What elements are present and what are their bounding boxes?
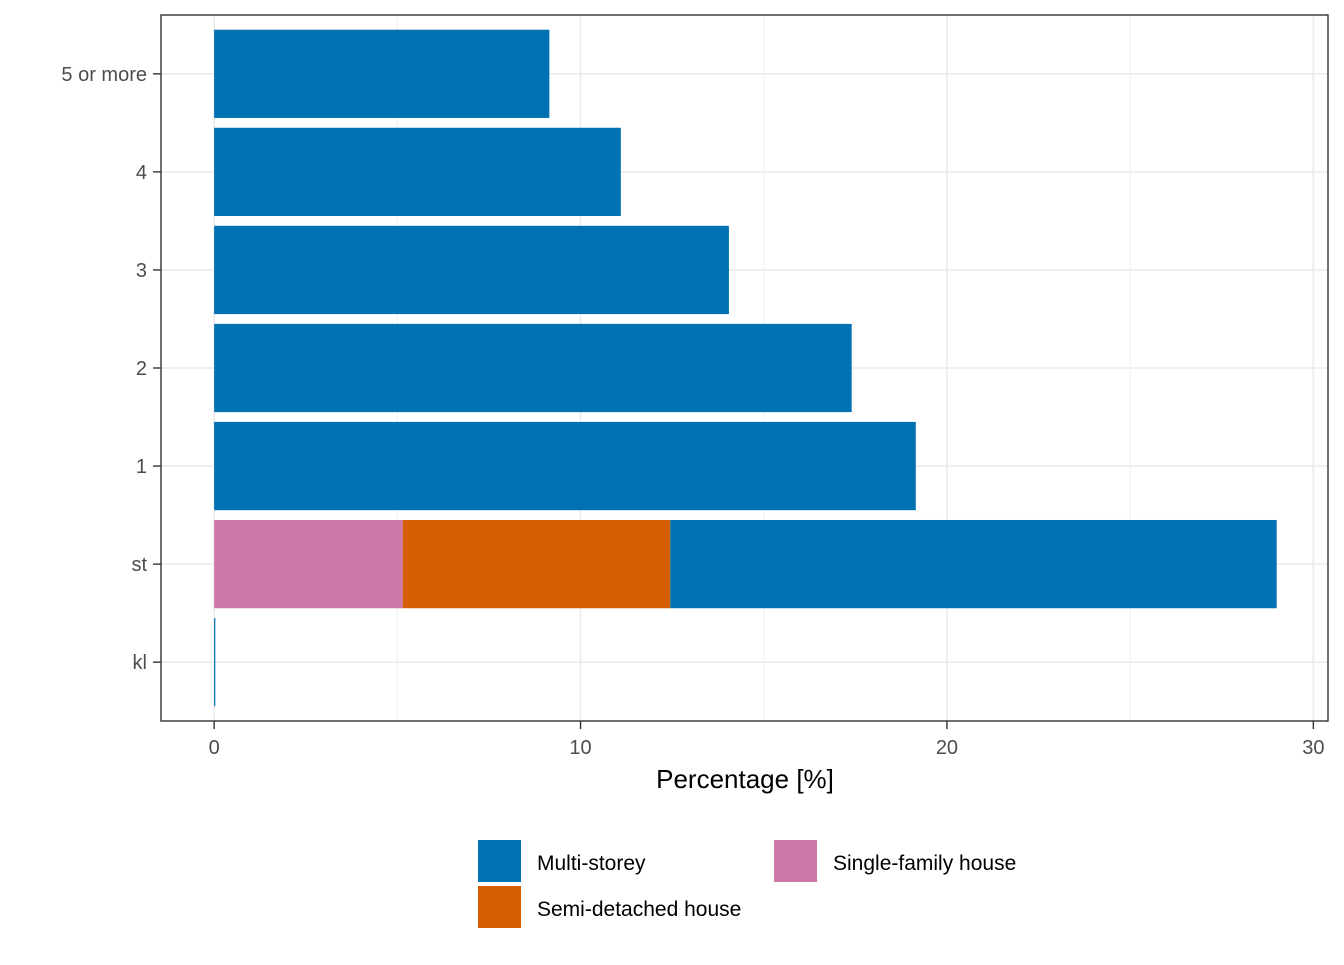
- legend-label-single-family-house: Single-family house: [833, 852, 1016, 875]
- y-tick-label: 4: [136, 162, 147, 184]
- y-tick-label: 1: [136, 456, 147, 478]
- legend: Multi-storey Single-family house Semi-deta…: [478, 840, 1016, 928]
- x-tick-label: 10: [569, 737, 591, 759]
- bars: [214, 29, 1277, 707]
- legend-swatch-semi-detached-house: [478, 886, 521, 928]
- y-tick-label: 3: [136, 260, 147, 282]
- legend-swatch-multi-storey: [478, 840, 521, 882]
- bar-5-or-more-multi-storey: [214, 29, 550, 118]
- y-axis: kl st 1 2 3 4 5 or more: [61, 64, 161, 674]
- y-tick-label: st: [131, 554, 147, 576]
- legend-label-multi-storey: Multi-storey: [537, 852, 646, 875]
- y-tick-label: 2: [136, 358, 147, 380]
- legend-label-semi-detached-house: Semi-detached house: [537, 898, 741, 921]
- legend-swatch-single-family-house: [774, 840, 817, 882]
- x-tick-label: 20: [936, 737, 958, 759]
- bar-3-multi-storey: [214, 225, 729, 315]
- bar-st-multi-storey: [670, 519, 1277, 609]
- y-tick-label: 5 or more: [61, 64, 147, 86]
- x-tick-label: 30: [1302, 737, 1324, 759]
- bar-kl-multi-storey: [214, 618, 216, 707]
- y-tick-label: kl: [133, 652, 147, 674]
- bar-st-semi-detached-house: [402, 519, 671, 609]
- x-tick-label: 0: [209, 737, 220, 759]
- x-axis-title: Percentage [%]: [656, 764, 834, 794]
- bar-1-multi-storey: [214, 421, 916, 511]
- bar-2-multi-storey: [214, 323, 852, 413]
- bar-st-single-family-house: [214, 519, 403, 609]
- bar-4-multi-storey: [214, 127, 621, 217]
- x-axis: 0 10 20 30: [209, 721, 1324, 759]
